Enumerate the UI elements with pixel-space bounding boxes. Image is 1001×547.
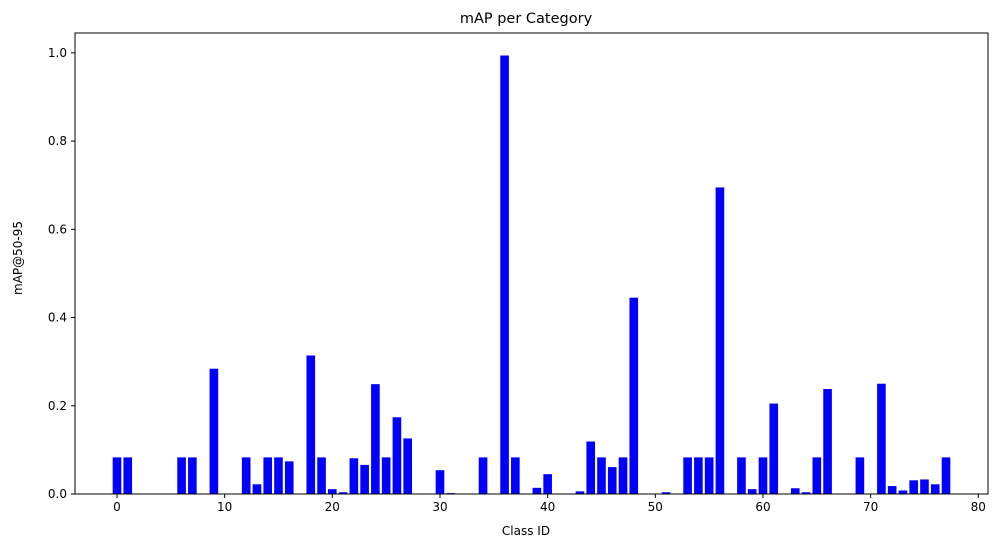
bar-class-12	[241, 457, 251, 494]
chart-title: mAP per Category	[460, 11, 593, 27]
x-tick-label: 80	[971, 500, 986, 514]
bar-class-27	[403, 438, 412, 494]
bar-class-51	[661, 492, 671, 494]
bar-class-74	[909, 480, 919, 494]
bar-class-25	[381, 457, 391, 494]
bar-class-24	[371, 384, 380, 494]
bar-class-14	[263, 457, 273, 494]
bar-class-76	[930, 484, 940, 494]
bar-class-15	[274, 457, 283, 494]
bar-class-56	[715, 187, 725, 494]
bar-class-47	[618, 457, 628, 494]
bar-class-34	[478, 457, 488, 494]
bar-class-46	[607, 467, 617, 494]
bar-class-48	[629, 297, 639, 494]
bar-class-72	[887, 486, 897, 494]
y-tick-label: 0.8	[48, 134, 67, 148]
bar-class-60	[758, 457, 768, 494]
x-tick-label: 60	[755, 500, 770, 514]
bar-class-44	[586, 441, 596, 494]
bar-class-54	[694, 457, 703, 494]
bar-class-20	[328, 489, 337, 494]
bar-class-1	[123, 457, 133, 494]
bar-class-61	[769, 403, 779, 494]
x-axis-ticks: 0 10 20 30 40 50 60 70 80	[113, 494, 986, 514]
bar-class-0	[112, 457, 122, 494]
bar-class-77	[941, 457, 951, 494]
bar-class-39	[532, 487, 542, 494]
bar-class-18	[306, 355, 316, 494]
y-tick-label: 0.0	[48, 487, 67, 501]
bar-class-26	[392, 417, 402, 494]
bar-class-37	[511, 457, 520, 494]
bar-class-9	[209, 368, 219, 494]
bar-class-23	[360, 464, 369, 494]
bar-class-71	[877, 383, 886, 494]
x-tick-label: 10	[217, 500, 232, 514]
bar-class-69	[855, 457, 865, 494]
y-tick-label: 0.2	[48, 399, 67, 413]
x-tick-label: 20	[325, 500, 340, 514]
bar-class-58	[737, 457, 746, 494]
x-tick-label: 30	[432, 500, 447, 514]
y-axis-label: mAP@50-95	[11, 221, 25, 295]
bar-class-59	[747, 489, 757, 494]
y-tick-label: 0.6	[48, 222, 67, 236]
x-axis-label: Class ID	[502, 524, 550, 538]
x-tick-label: 50	[648, 500, 663, 514]
bar-class-43	[575, 491, 585, 494]
bar-class-65	[812, 457, 822, 494]
bar-class-45	[597, 457, 606, 494]
bar-class-36	[500, 55, 509, 494]
y-axis-ticks: 0.0 0.2 0.4 0.6 0.8 1.0	[48, 46, 75, 501]
bar-class-64	[801, 492, 811, 494]
bar-class-63	[790, 488, 800, 494]
bar-class-75	[920, 479, 929, 494]
bars-group	[112, 55, 951, 494]
bar-class-73	[898, 490, 908, 494]
y-tick-label: 1.0	[48, 46, 67, 60]
bar-class-19	[317, 457, 326, 494]
bar-class-40	[543, 474, 552, 494]
bar-class-16	[284, 461, 294, 494]
bar-class-53	[683, 457, 692, 494]
bar-class-22	[349, 458, 359, 494]
bar-class-55	[704, 457, 714, 494]
bar-class-66	[823, 389, 832, 494]
bar-class-6	[177, 457, 186, 494]
plot-frame	[74, 32, 989, 495]
y-tick-label: 0.4	[48, 311, 67, 325]
bar-class-21	[338, 492, 348, 494]
bar-class-30	[435, 470, 445, 494]
x-tick-label: 40	[540, 500, 555, 514]
x-tick-label: 70	[863, 500, 878, 514]
bar-class-13	[252, 484, 262, 494]
x-tick-label: 0	[113, 500, 121, 514]
bar-class-7	[188, 457, 197, 494]
